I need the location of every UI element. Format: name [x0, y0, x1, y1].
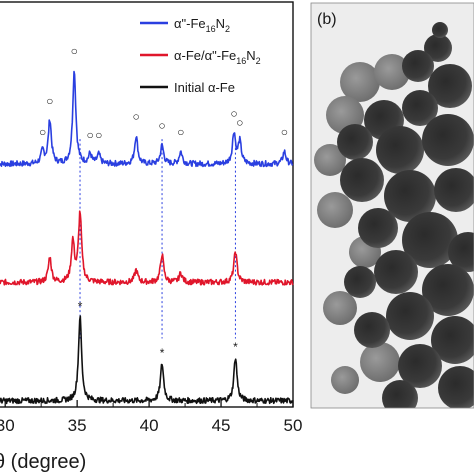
peak-marker-circle: ○: [71, 44, 78, 58]
peak-marker-asterisk: *: [233, 340, 238, 354]
legend-label: α-Fe/α"-Fe16N2: [174, 48, 261, 66]
x-tick-label: 50: [284, 416, 303, 435]
tem-border: [310, 2, 474, 409]
legend-label: Initial α-Fe: [174, 80, 235, 95]
peak-markers: ○○○○ ○○○ ○○○○** *: [39, 44, 288, 360]
xrd-chart: ○○○○ ○○○ ○○○○** * 30 35 40 45 50 θ (degree) α"-…: [0, 1, 302, 473]
series-line: [0, 70, 294, 168]
peak-marker-asterisk: *: [160, 346, 165, 360]
tem-particles: [314, 22, 474, 408]
x-tick-label: 30: [0, 416, 15, 435]
reference-lines: [79, 139, 236, 339]
panel-b-label: (b): [317, 11, 337, 28]
peak-marker-circle: ○: [236, 116, 243, 130]
series-line: [0, 210, 294, 286]
peak-marker-circle: ○: [281, 125, 288, 139]
series-line: [0, 315, 294, 405]
x-tick-label: 45: [212, 416, 231, 435]
peak-marker-circle: ○: [39, 125, 46, 139]
series-layer: [0, 70, 294, 405]
x-axis-tick-labels: 30 35 40 45 50: [0, 416, 302, 435]
peak-marker-circle: ○: [230, 106, 237, 120]
peak-marker-circle: ○: [177, 125, 184, 139]
peak-marker-circle: ○: [95, 128, 102, 142]
peak-marker-circle: ○: [133, 109, 140, 123]
x-axis-title: θ (degree): [0, 451, 86, 473]
plot-frame: [0, 1, 294, 408]
legend-label: α"-Fe16N2: [174, 16, 230, 34]
x-axis-ticks: [4, 400, 294, 407]
legend: α"-Fe16N2 α-Fe/α"-Fe16N2 Initial α-Fe: [140, 16, 261, 95]
peak-marker-circle: ○: [86, 128, 93, 142]
x-tick-label: 35: [68, 416, 87, 435]
x-tick-label: 40: [140, 416, 159, 435]
tem-image-panel: (b): [310, 2, 474, 409]
peak-marker-circle: ○: [158, 119, 165, 133]
peak-marker-asterisk: *: [78, 299, 83, 313]
peak-marker-circle: ○: [46, 94, 53, 108]
